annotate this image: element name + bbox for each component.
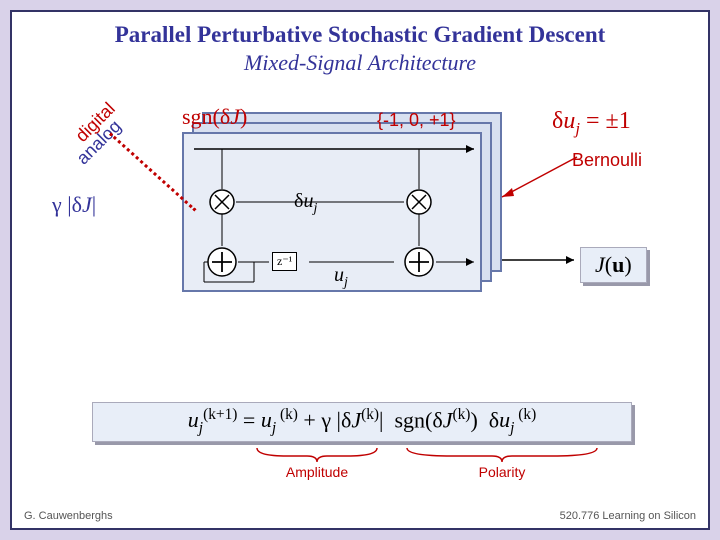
multiplier-2 xyxy=(405,188,433,216)
slide-outer: Parallel Perturbative Stochastic Gradien… xyxy=(0,0,720,540)
label-sgn: sgn(δJ) xyxy=(182,104,247,130)
slide-title: Parallel Perturbative Stochastic Gradien… xyxy=(12,22,708,48)
label-uj: uj xyxy=(334,264,348,291)
update-equation: uj(k+1) = uj (k) + γ |δJ(k)| sgn(δJ(k)) … xyxy=(92,402,632,442)
summer-1 xyxy=(206,246,238,278)
brace-polarity-icon xyxy=(402,446,602,464)
brace-amplitude: Amplitude xyxy=(272,464,362,480)
diagram: digital analog xyxy=(12,92,708,372)
footer-author: G. Cauwenberghs xyxy=(24,510,113,522)
slide-subtitle: Mixed-Signal Architecture xyxy=(12,50,708,76)
cost-function-box: J(u) xyxy=(580,247,647,283)
label-delta-uj: δuj xyxy=(294,190,317,217)
processor-card-front: z⁻¹ δuj uj xyxy=(182,132,482,292)
summer-2 xyxy=(403,246,435,278)
delay-block: z⁻¹ xyxy=(272,252,297,271)
brace-row: Amplitude Polarity xyxy=(12,452,708,492)
brace-polarity: Polarity xyxy=(457,464,547,480)
delay-label: z⁻¹ xyxy=(277,254,292,269)
eq-lhs: uj xyxy=(188,407,203,432)
label-gamma-dj: γ |δJ| xyxy=(52,192,96,218)
brace-amplitude-icon xyxy=(252,446,382,464)
label-ternary: {-1, 0, +1} xyxy=(377,110,456,131)
slide-panel: Parallel Perturbative Stochastic Gradien… xyxy=(10,10,710,530)
multiplier-1 xyxy=(208,188,236,216)
footer-course: 520.776 Learning on Silicon xyxy=(560,510,696,522)
